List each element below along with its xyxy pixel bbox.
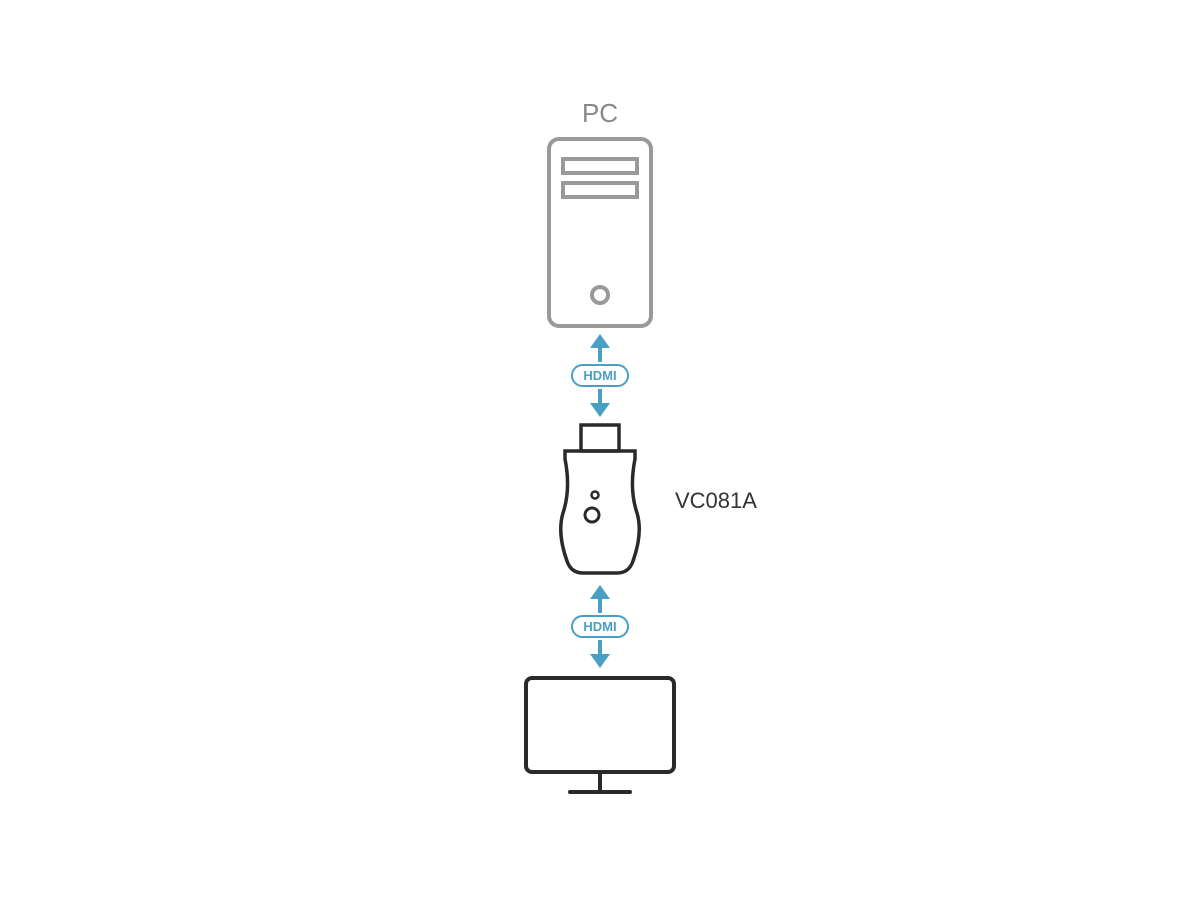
arrow-down-icon bbox=[590, 403, 610, 417]
adapter-device-icon bbox=[545, 421, 655, 581]
arrow-stem bbox=[598, 348, 602, 362]
arrow-down-icon bbox=[590, 654, 610, 668]
monitor-icon bbox=[520, 672, 680, 802]
hdmi-badge: HDMI bbox=[571, 364, 628, 387]
hdmi-badge: HDMI bbox=[571, 615, 628, 638]
arrow-up-icon bbox=[590, 585, 610, 599]
arrow-stem bbox=[598, 599, 602, 613]
arrow-stem bbox=[598, 640, 602, 654]
pc-tower-icon bbox=[545, 135, 655, 330]
hdmi-connector-bottom: HDMI bbox=[571, 585, 628, 668]
arrow-up-icon bbox=[590, 334, 610, 348]
device-model-label: VC081A bbox=[675, 488, 757, 514]
hdmi-connector-top: HDMI bbox=[571, 334, 628, 417]
arrow-stem bbox=[598, 389, 602, 403]
pc-label: PC bbox=[582, 98, 618, 129]
connection-diagram: PC HDMI VC081A HDMI bbox=[520, 98, 680, 802]
